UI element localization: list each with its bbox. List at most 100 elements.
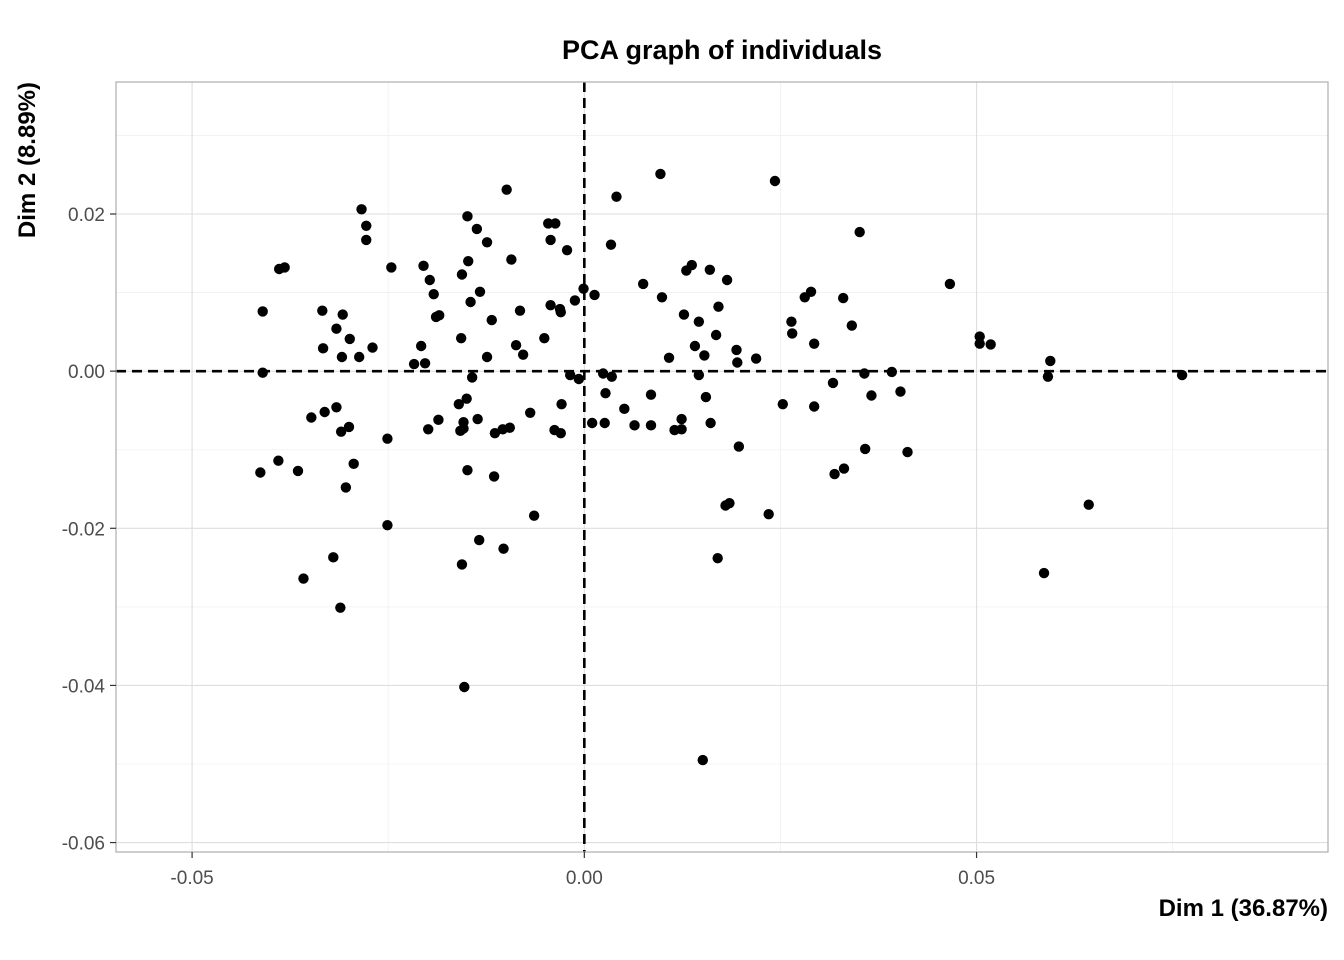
data-point — [1045, 355, 1056, 367]
y-tick-label: -0.02 — [62, 519, 105, 540]
data-point — [693, 369, 705, 381]
y-tick-label: -0.04 — [62, 676, 106, 697]
data-point — [419, 358, 431, 369]
data-point — [724, 497, 735, 509]
data-point — [676, 413, 687, 425]
data-point — [353, 351, 365, 363]
data-point — [777, 398, 788, 410]
data-point — [731, 344, 742, 356]
data-point — [763, 508, 774, 520]
x-axis-ticks: -0.05 0.00 0.05 — [170, 852, 995, 889]
data-point — [1083, 499, 1094, 510]
data-point — [539, 332, 550, 344]
data-point — [488, 471, 500, 482]
data-point — [769, 175, 781, 187]
data-point — [423, 424, 434, 435]
data-point — [273, 455, 284, 466]
data-point — [902, 446, 913, 458]
data-point — [663, 352, 675, 363]
data-point — [597, 368, 609, 379]
data-point — [453, 398, 465, 410]
data-point — [550, 218, 561, 229]
data-point — [974, 338, 985, 349]
data-point — [611, 191, 622, 202]
data-point — [463, 255, 474, 267]
data-point — [415, 340, 427, 352]
data-point — [317, 343, 329, 354]
minor-gridlines — [116, 82, 1328, 852]
data-point — [569, 295, 581, 306]
data-point — [506, 254, 517, 265]
data-point — [386, 262, 397, 273]
data-point — [645, 420, 657, 431]
x-tick-label: -0.05 — [170, 868, 213, 889]
data-point — [985, 339, 996, 350]
data-point — [713, 301, 724, 312]
data-point — [838, 292, 849, 304]
data-point — [456, 269, 468, 280]
data-point — [257, 367, 268, 378]
data-point — [458, 423, 469, 434]
data-point — [578, 283, 589, 294]
data-point — [335, 602, 346, 613]
data-point — [944, 278, 956, 290]
data-point — [704, 264, 716, 275]
data-point — [799, 292, 810, 303]
data-point — [854, 226, 865, 238]
data-point — [344, 333, 355, 345]
data-point — [561, 244, 573, 256]
data-point — [337, 309, 348, 320]
data-point — [336, 351, 348, 363]
data-point — [418, 260, 429, 272]
data-point — [459, 681, 470, 693]
data-point — [605, 239, 617, 250]
data-point — [474, 534, 485, 546]
data-point — [498, 543, 509, 554]
data-point — [619, 403, 630, 415]
data-point — [471, 223, 483, 235]
data-point — [361, 220, 372, 231]
data-point — [514, 305, 526, 316]
data-point — [787, 328, 798, 339]
data-point — [501, 184, 512, 195]
data-point — [699, 350, 710, 361]
data-point — [859, 368, 870, 379]
data-point — [510, 340, 522, 351]
data-point — [829, 468, 840, 480]
data-point — [489, 428, 501, 439]
data-point — [676, 424, 687, 435]
data-point — [705, 417, 716, 429]
data-point — [331, 402, 342, 413]
data-point — [481, 351, 493, 363]
data-point — [356, 204, 367, 215]
data-point — [750, 353, 762, 364]
data-point — [433, 414, 444, 426]
data-point — [456, 559, 468, 570]
data-point — [808, 338, 820, 349]
data-point — [279, 262, 290, 273]
x-axis-title: Dim 1 (36.87%) — [1159, 895, 1328, 922]
data-point — [606, 371, 617, 382]
data-point — [504, 422, 516, 433]
data-point — [555, 428, 566, 439]
data-point — [846, 320, 858, 331]
data-point — [292, 465, 304, 477]
data-point — [424, 274, 435, 286]
data-point — [556, 398, 567, 410]
data-point — [335, 426, 347, 437]
data-point — [710, 329, 722, 341]
data-points — [255, 168, 1188, 766]
data-point — [466, 372, 478, 383]
data-point — [681, 265, 692, 276]
x-tick-label: 0.05 — [958, 868, 995, 889]
data-point — [328, 552, 339, 563]
data-point — [1038, 567, 1050, 579]
data-point — [1042, 371, 1054, 382]
data-point — [895, 386, 906, 397]
data-point — [629, 420, 640, 431]
y-tick-label: -0.06 — [62, 834, 105, 855]
chart-title: PCA graph of individuals — [562, 35, 882, 65]
data-point — [408, 358, 420, 370]
data-point — [298, 573, 309, 584]
